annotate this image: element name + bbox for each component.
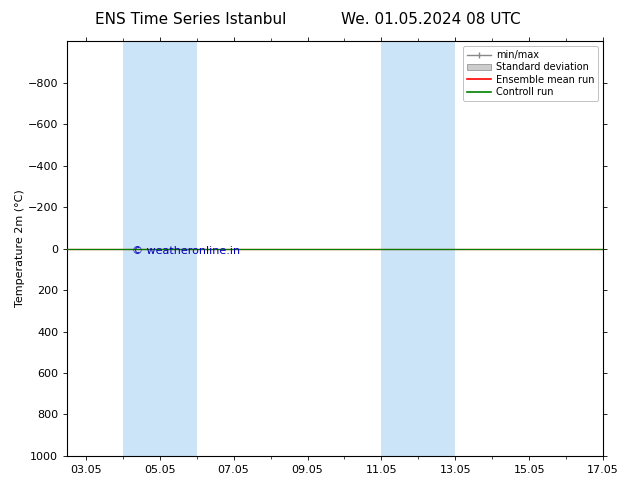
Text: ENS Time Series Istanbul: ENS Time Series Istanbul	[94, 12, 286, 27]
Text: We. 01.05.2024 08 UTC: We. 01.05.2024 08 UTC	[341, 12, 521, 27]
Bar	[123, 41, 160, 456]
Legend: min/max, Standard deviation, Ensemble mean run, Controll run: min/max, Standard deviation, Ensemble me…	[463, 46, 598, 101]
Y-axis label: Temperature 2m (°C): Temperature 2m (°C)	[15, 190, 25, 307]
Text: © weatheronline.in: © weatheronline.in	[132, 245, 240, 256]
Bar	[382, 41, 418, 456]
Bar	[418, 41, 455, 456]
Bar	[160, 41, 197, 456]
